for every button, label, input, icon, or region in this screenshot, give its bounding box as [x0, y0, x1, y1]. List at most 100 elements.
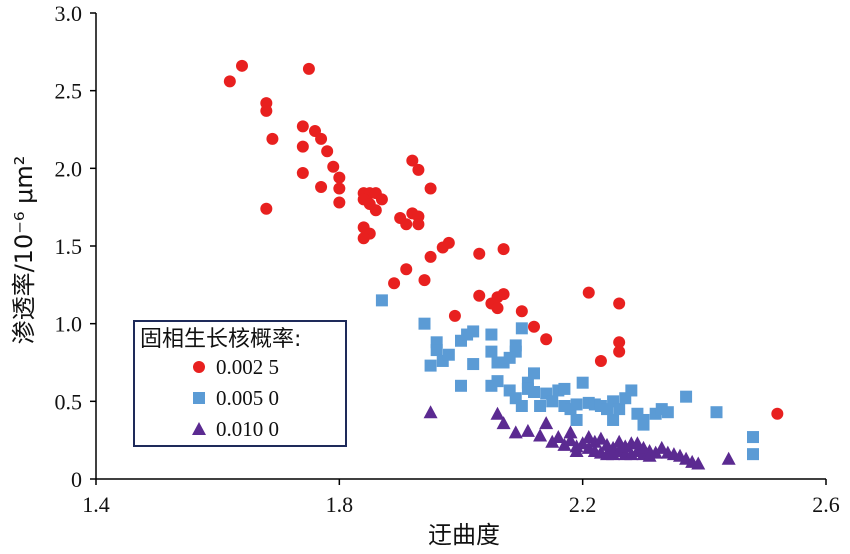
data-point [546, 395, 559, 408]
legend-label-2: 0.005 0 [216, 386, 279, 410]
data-point [528, 367, 540, 380]
data-point [563, 433, 578, 447]
data-point [625, 384, 638, 397]
y-tick-label: 0 [71, 467, 82, 492]
data-point [296, 166, 309, 179]
data-point [503, 384, 516, 397]
data-point [613, 403, 626, 416]
y-tick-label: 3.0 [55, 1, 83, 26]
legend-marker-3 [192, 422, 206, 435]
data-point [473, 289, 486, 302]
data-point [260, 104, 273, 117]
data-point [497, 243, 510, 256]
data-point [691, 456, 706, 470]
data-point [327, 160, 340, 173]
data-point [545, 434, 560, 448]
y-tick-label: 1.0 [55, 312, 83, 337]
data-point [400, 218, 413, 231]
data-point [430, 344, 443, 357]
data-point [569, 444, 584, 458]
data-point [406, 154, 419, 167]
series-1 [223, 59, 784, 420]
y-tick-label: 2.5 [55, 79, 83, 104]
data-point [315, 132, 328, 145]
data-point [533, 428, 548, 442]
data-point [771, 407, 784, 420]
legend-box [133, 320, 347, 447]
y-tick-label: 2.0 [55, 156, 83, 181]
data-point [302, 62, 315, 75]
data-point [424, 250, 437, 263]
data-point [607, 413, 620, 426]
x-tick-label: 1.8 [326, 492, 354, 517]
data-point [467, 358, 480, 371]
data-point [418, 317, 431, 330]
x-axis-title: 迂曲度 [428, 521, 500, 549]
data-point [296, 140, 309, 153]
data-point [442, 348, 455, 361]
data-point [593, 431, 608, 445]
data-point [236, 59, 248, 72]
data-point [551, 430, 566, 444]
y-tick-label: 1.5 [55, 234, 83, 259]
data-point [747, 448, 759, 461]
data-point [424, 359, 437, 372]
series-3 [423, 405, 736, 470]
data-point [260, 202, 273, 215]
data-point [442, 236, 455, 249]
y-tick-label: 0.5 [55, 389, 83, 414]
data-point [557, 437, 572, 451]
data-point [613, 336, 626, 349]
legend: 固相生长核概率: 0.002 5 0.005 0 0.010 0 [133, 320, 347, 447]
data-point [375, 294, 388, 307]
x-tick-label: 2.6 [812, 492, 840, 517]
data-point [637, 418, 650, 431]
data-point [357, 232, 370, 245]
legend-entries: 0.002 5 0.005 0 0.010 0 [192, 355, 279, 441]
data-point [455, 379, 467, 392]
data-point [508, 425, 523, 439]
x-tick-label: 1.4 [82, 492, 110, 517]
legend-marker-1 [193, 361, 205, 373]
tick-labels: 1.4 1.8 2.2 2.6 0 0.5 1.0 1.5 2.0 2.5 3.0 [55, 1, 840, 517]
data-point [467, 325, 480, 338]
data-point [613, 345, 626, 358]
data-point [333, 171, 346, 184]
data-point [528, 386, 540, 399]
data-point [369, 204, 382, 217]
data-point [321, 145, 334, 158]
data-point [594, 354, 607, 367]
data-point [515, 399, 528, 412]
data-point [412, 218, 425, 231]
data-point [539, 416, 554, 430]
data-point [333, 196, 346, 209]
data-point [448, 309, 461, 322]
data-point [576, 376, 589, 389]
data-point [534, 399, 547, 412]
data-point [503, 351, 516, 364]
data-point [490, 406, 505, 420]
data-point [491, 302, 504, 315]
legend-marker-2 [193, 392, 205, 404]
data-point [613, 297, 626, 310]
data-point [315, 180, 328, 193]
data-point [661, 406, 674, 419]
legend-title: 固相生长核概率: [140, 327, 301, 352]
data-point [424, 182, 437, 195]
plot-area [223, 59, 784, 470]
data-point [223, 75, 236, 88]
legend-label-1: 0.002 5 [216, 355, 279, 379]
data-point [497, 288, 510, 301]
data-point [400, 263, 413, 276]
data-point [680, 390, 693, 403]
data-point [710, 406, 723, 419]
data-point [485, 379, 498, 392]
legend-label-3: 0.010 0 [216, 417, 279, 441]
data-point [418, 274, 431, 287]
data-point [485, 345, 498, 358]
data-point [558, 382, 571, 395]
data-point [333, 182, 346, 195]
data-point [570, 398, 583, 411]
data-point [648, 445, 663, 459]
